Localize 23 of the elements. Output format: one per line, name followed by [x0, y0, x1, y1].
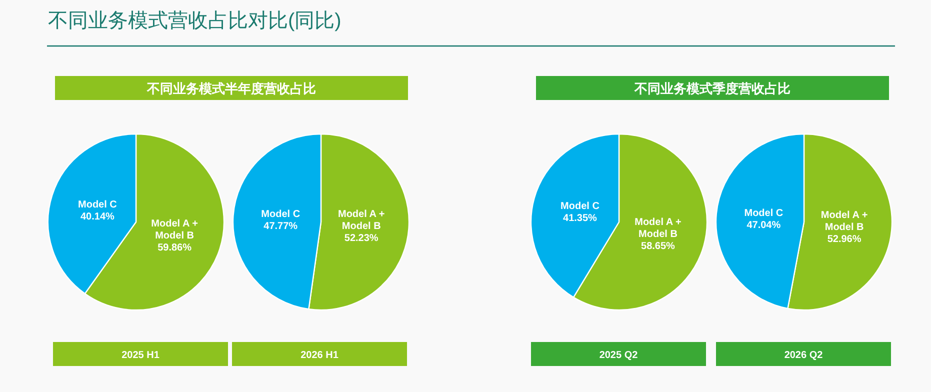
text: 2025 H1 — [122, 350, 160, 361]
data-label: 52.23% — [344, 232, 378, 244]
text: 2026 Q2 — [784, 350, 824, 361]
chart-subtitle: 不同业务模式季度营收占比 — [634, 81, 790, 96]
slice-label: Model A + Model B — [820, 210, 868, 233]
slice-label: Model C — [744, 208, 784, 220]
text: 2026 H1 — [300, 350, 339, 361]
text: 2025 Q2 — [599, 350, 638, 361]
slice-label: Model C — [78, 200, 117, 211]
data-label: 40.14% — [80, 212, 115, 223]
data-label: 41.35% — [563, 213, 598, 224]
slice-label: Model C — [560, 201, 600, 212]
slice-label: Model A + Model B — [338, 208, 385, 232]
data-label: 52.96% — [827, 234, 862, 245]
text: 不同业务模式营收占比对比(同比) — [48, 10, 342, 32]
data-label: 47.77% — [264, 221, 298, 232]
slice-label: Model A + Model B — [634, 216, 682, 240]
chart-subtitle: 不同业务模式半年度营收占比 — [146, 81, 316, 96]
data-label: 58.65% — [641, 240, 676, 252]
slice-label: Model C — [261, 209, 300, 220]
data-label: 59.86% — [158, 242, 192, 254]
data-label: 47.04% — [746, 220, 781, 232]
slice-label: Model A + Model B — [151, 218, 198, 242]
